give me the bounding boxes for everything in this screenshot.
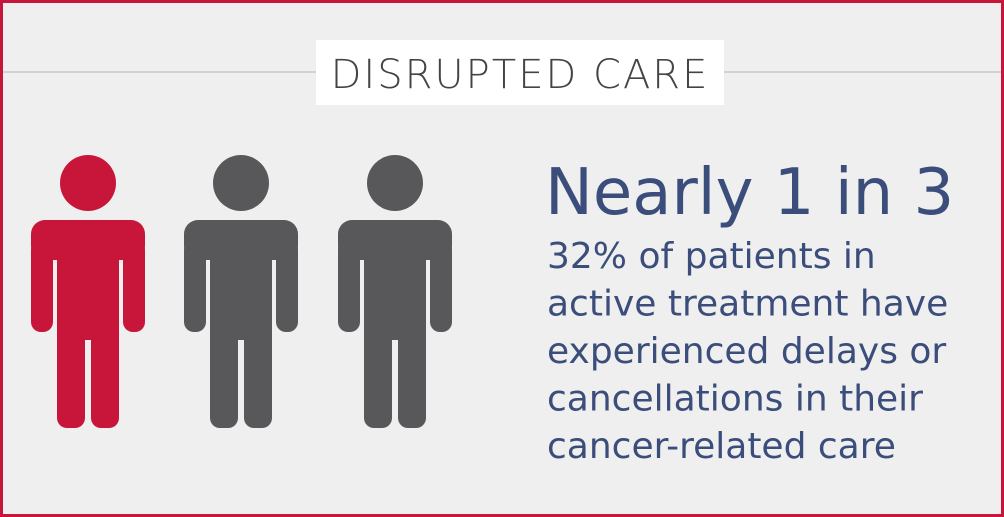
title: DISRUPTED CARE (331, 52, 710, 98)
title-box (316, 40, 724, 105)
body-line: cancer-related care (547, 426, 896, 467)
headline: Nearly 1 in 3 (545, 156, 954, 230)
body-line: active treatment have (547, 284, 948, 325)
body-line: cancellations in their (547, 379, 923, 420)
body-line: experienced delays or (547, 331, 946, 372)
body-text: 32% of patients in active treatment have e… (547, 236, 948, 467)
body-line: 32% of patients in (547, 236, 876, 277)
